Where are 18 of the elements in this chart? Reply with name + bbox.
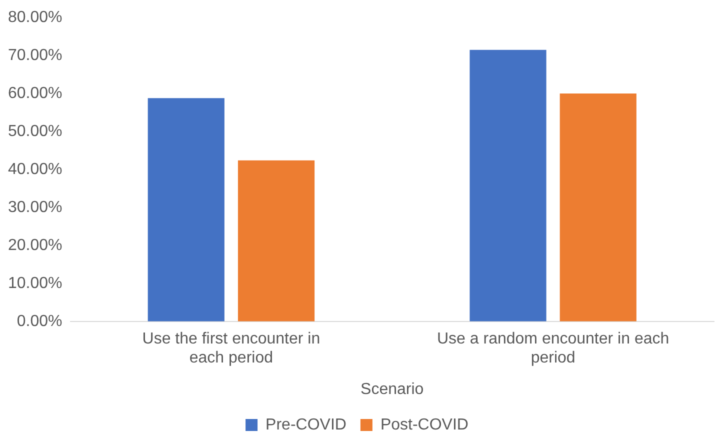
- bar: [238, 160, 315, 322]
- x-tick-label: Use a random encounter in each period: [436, 330, 670, 367]
- legend-label: Pre-COVID: [266, 416, 346, 434]
- y-tick-label: 80.00%: [8, 9, 62, 26]
- y-tick-label: 50.00%: [8, 122, 62, 140]
- y-tick-label: 10.00%: [8, 274, 62, 292]
- y-tick-label: 30.00%: [8, 198, 62, 216]
- y-tick-label: 0.00%: [16, 312, 62, 330]
- y-tick-label: 40.00%: [8, 160, 62, 178]
- bar: [148, 98, 224, 322]
- y-tick-label: 70.00%: [8, 46, 62, 64]
- x-tick-label: Use the first encounter in each period: [142, 330, 320, 367]
- bar: [560, 94, 636, 322]
- y-tick-label: 20.00%: [8, 236, 62, 254]
- bar: [470, 50, 546, 322]
- legend-label: Post-COVID: [380, 416, 468, 434]
- y-tick-label: 60.00%: [8, 84, 62, 102]
- x-axis-title: Scenario: [360, 380, 424, 398]
